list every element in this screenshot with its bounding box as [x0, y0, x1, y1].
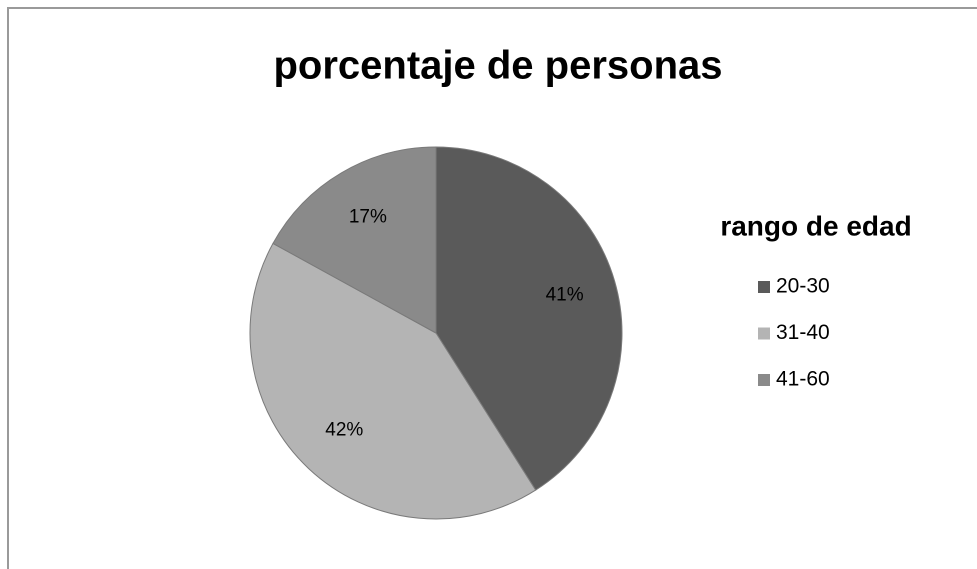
legend-label: 20-30	[776, 275, 830, 298]
pie-slice	[272, 146, 437, 334]
legend-title: rango de edad	[720, 210, 911, 241]
chart-title: porcentaje de personas	[273, 44, 722, 88]
legend-swatch	[758, 327, 770, 340]
data-label: 17%	[349, 207, 387, 228]
pie-slice	[435, 146, 623, 491]
legend-label: 31-40	[776, 321, 830, 344]
legend-swatch	[758, 374, 770, 386]
pie-slice	[249, 242, 537, 520]
legend-label: 41-60	[776, 368, 830, 391]
data-label: 42%	[325, 420, 363, 441]
data-label: 41%	[546, 285, 584, 306]
legend-swatch	[758, 281, 770, 293]
